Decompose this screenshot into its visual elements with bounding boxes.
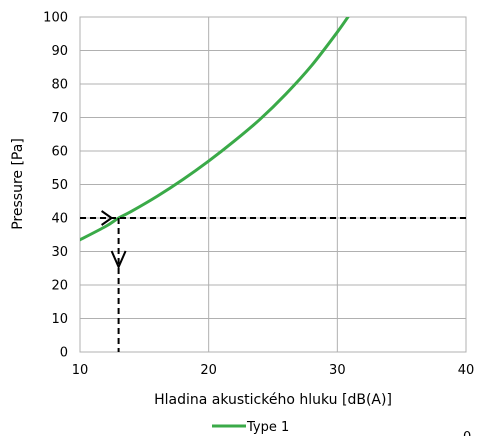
y-tick-label: 20: [51, 279, 68, 294]
y-tick-label: 40: [51, 212, 68, 227]
x-tick-label: 20: [200, 363, 217, 378]
y-tick-label: 60: [51, 145, 68, 160]
x-tick-labels: 10 20 30 40: [72, 363, 475, 378]
y-axis-title: Pressure [Pa]: [10, 138, 26, 230]
guide-arrow-down: [110, 250, 127, 270]
y-tick-label: 30: [51, 245, 68, 260]
y-tick-label: 10: [51, 312, 68, 327]
y-tick-label: 100: [43, 11, 68, 26]
legend-label: Type 1: [246, 420, 289, 435]
y-tick-label: 0: [60, 346, 68, 361]
grid-lines: [80, 17, 466, 352]
y-tick-labels: 0 10 20 30 40 50 60 70 80 90 100: [43, 11, 68, 361]
x-tick-label: 30: [329, 363, 346, 378]
y-tick-label: 50: [51, 178, 68, 193]
y-tick-label: 80: [51, 78, 68, 93]
dashed-guide: [80, 210, 466, 352]
guide-arrow-right: [101, 210, 114, 226]
legend: Type 1: [212, 420, 289, 435]
corner-mark: 0: [463, 430, 471, 436]
y-tick-label: 90: [51, 44, 68, 59]
y-tick-label: 70: [51, 111, 68, 126]
x-tick-label: 10: [72, 363, 89, 378]
x-axis-title: Hladina akustického hluku [dB(A)]: [154, 392, 392, 408]
x-tick-label: 40: [458, 363, 475, 378]
